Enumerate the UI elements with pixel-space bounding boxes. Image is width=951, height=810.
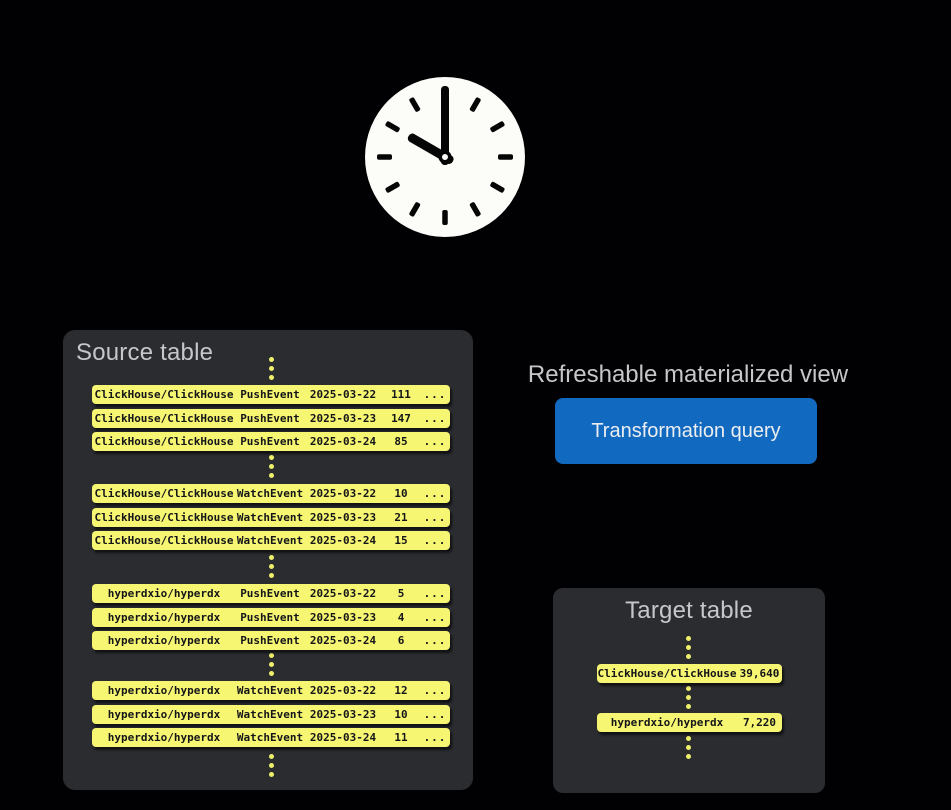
cell-date: 2025-03-23 <box>309 411 377 425</box>
cell-date: 2025-03-22 <box>309 388 377 401</box>
ellipsis-dots <box>268 754 274 777</box>
cell-more: ... <box>423 684 447 697</box>
cell-event: PushEvent <box>240 388 300 401</box>
cell-event: WatchEvent <box>236 707 304 721</box>
target-row: hyperdxio/hyperdx 7,220 <box>597 713 782 732</box>
cell-more: ... <box>423 487 447 500</box>
source-row: hyperdxio/hyperdx WatchEvent 2025-03-23 10.… <box>92 704 450 724</box>
clock-icon <box>365 77 525 237</box>
cell-value: 39,640 <box>739 667 780 680</box>
cell-more: ... <box>423 731 447 744</box>
cell-event: PushEvent <box>240 435 300 448</box>
cell-date: 2025-03-24 <box>309 634 377 647</box>
cell-more: ... <box>423 534 447 547</box>
cell-repo: hyperdxio/hyperdx <box>107 707 221 721</box>
cell-event: WatchEvent <box>236 684 304 697</box>
source-row: hyperdxio/hyperdx PushEvent 2025-03-23 4... <box>92 607 450 627</box>
cell-more: ... <box>423 634 447 647</box>
cell-event: PushEvent <box>240 610 300 624</box>
cell-more: ... <box>423 587 447 600</box>
source-row: ClickHouse/ClickHouse WatchEvent 2025-03-2… <box>92 531 450 550</box>
source-row: hyperdxio/hyperdx PushEvent 2025-03-22 5... <box>92 584 450 603</box>
ellipsis-dots <box>685 736 691 759</box>
source-row: hyperdxio/hyperdx PushEvent 2025-03-24 6... <box>92 631 450 650</box>
cell-date: 2025-03-24 <box>309 435 377 448</box>
clock-minute-hand <box>441 86 449 165</box>
cell-date: 2025-03-22 <box>309 684 377 697</box>
cell-count: 5 <box>397 587 405 600</box>
cell-event: PushEvent <box>240 587 300 600</box>
cell-count: 10 <box>394 707 408 721</box>
ellipsis-dots <box>268 653 274 676</box>
target-table-title: Target table <box>625 597 753 624</box>
ellipsis-dots <box>685 636 691 659</box>
cell-event: WatchEvent <box>236 510 304 524</box>
source-row: ClickHouse/ClickHouse WatchEvent 2025-03-2… <box>92 507 450 527</box>
cell-more: ... <box>423 707 447 721</box>
cell-count: 11 <box>394 731 408 744</box>
cell-date: 2025-03-24 <box>309 731 377 744</box>
cell-count: 147 <box>391 411 411 425</box>
source-row: ClickHouse/ClickHouse PushEvent 2025-03-23… <box>92 408 450 428</box>
cell-more: ... <box>423 435 447 448</box>
cell-repo: ClickHouse/ClickHouse <box>94 487 234 500</box>
cell-repo: hyperdxio/hyperdx <box>107 610 221 624</box>
cell-repo: hyperdxio/hyperdx <box>107 684 221 697</box>
cell-repo: ClickHouse/ClickHouse <box>94 534 234 547</box>
cell-event: PushEvent <box>240 411 300 425</box>
cell-date: 2025-03-22 <box>309 587 377 600</box>
cell-event: PushEvent <box>240 634 300 647</box>
source-row: ClickHouse/ClickHouse PushEvent 2025-03-24… <box>92 432 450 451</box>
cell-date: 2025-03-23 <box>309 510 377 524</box>
cell-more: ... <box>423 411 447 425</box>
cell-count: 21 <box>394 510 408 524</box>
target-table-panel: Target table ClickHouse/ClickHouse 39,64… <box>553 588 825 793</box>
target-row: ClickHouse/ClickHouse 39,640 <box>597 664 782 683</box>
cell-more: ... <box>423 510 447 524</box>
cell-repo: ClickHouse/ClickHouse <box>94 435 234 448</box>
cell-repo: hyperdxio/hyperdx <box>107 731 221 744</box>
source-table-title: Source table <box>76 339 214 366</box>
cell-repo: hyperdxio/hyperdx <box>107 587 221 600</box>
cell-event: WatchEvent <box>236 731 304 744</box>
cell-date: 2025-03-23 <box>309 610 377 624</box>
cell-count: 111 <box>391 388 411 401</box>
cell-count: 15 <box>394 534 408 547</box>
source-row: ClickHouse/ClickHouse PushEvent 2025-03-22… <box>92 385 450 404</box>
cell-repo: hyperdxio/hyperdx <box>107 634 221 647</box>
source-row: hyperdxio/hyperdx WatchEvent 2025-03-22 12.… <box>92 681 450 700</box>
cell-repo: ClickHouse/ClickHouse <box>94 411 234 425</box>
cell-date: 2025-03-24 <box>309 534 377 547</box>
source-row: ClickHouse/ClickHouse WatchEvent 2025-03-2… <box>92 484 450 503</box>
cell-event: WatchEvent <box>236 487 304 500</box>
cell-more: ... <box>423 610 447 624</box>
source-row: hyperdxio/hyperdx WatchEvent 2025-03-24 11.… <box>92 728 450 747</box>
ellipsis-dots <box>268 357 274 380</box>
source-table-panel: Source table ClickHouse/ClickHouse PushEv… <box>63 330 473 790</box>
cell-date: 2025-03-22 <box>309 487 377 500</box>
cell-repo: ClickHouse/ClickHouse <box>94 388 234 401</box>
cell-count: 4 <box>397 610 405 624</box>
cell-count: 10 <box>394 487 408 500</box>
cell-count: 85 <box>394 435 408 448</box>
materialized-view-title: Refreshable materialized view <box>527 361 849 388</box>
ellipsis-dots <box>685 686 691 709</box>
cell-count: 6 <box>397 634 405 647</box>
cell-date: 2025-03-23 <box>309 707 377 721</box>
ellipsis-dots <box>268 455 274 478</box>
ellipsis-dots <box>268 555 274 578</box>
cell-repo: ClickHouse/ClickHouse <box>597 667 737 680</box>
transformation-query-button: Transformation query <box>555 398 817 464</box>
cell-value: 7,220 <box>742 716 777 729</box>
cell-repo: ClickHouse/ClickHouse <box>94 510 234 524</box>
cell-event: WatchEvent <box>236 534 304 547</box>
cell-more: ... <box>423 388 447 401</box>
cell-count: 12 <box>394 684 408 697</box>
cell-repo: hyperdxio/hyperdx <box>610 716 724 729</box>
